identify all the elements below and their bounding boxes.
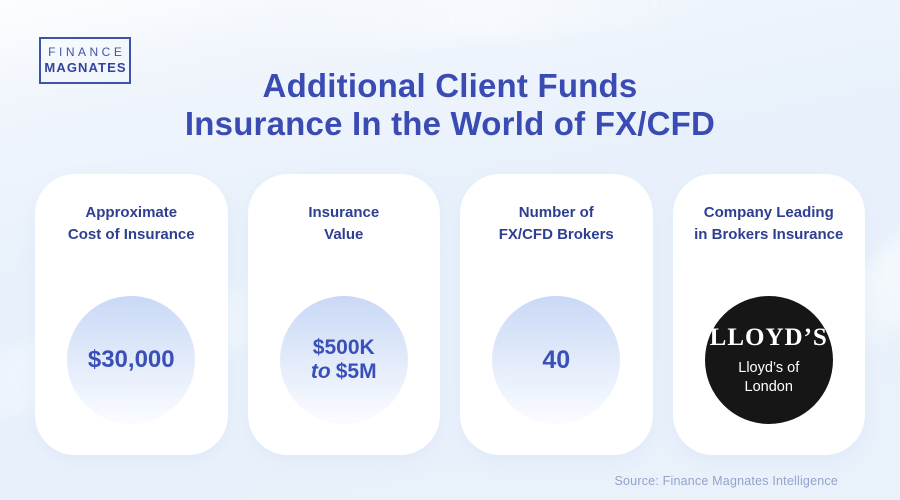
- card-label: Insurance Value: [248, 202, 441, 246]
- stat-value-insurance-range: $500K to $5M: [311, 336, 377, 384]
- logo-text-finance: FINANCE: [48, 45, 126, 59]
- card-cost-of-insurance: Approximate Cost of Insurance $30,000: [35, 174, 228, 455]
- stat-value-cost: $30,000: [87, 346, 175, 374]
- card-number-of-brokers: Number of FX/CFD Brokers 40: [460, 174, 653, 455]
- lloyds-subtitle-line-1: Lloyd’s of: [738, 360, 800, 377]
- source-attribution: Source: Finance Magnates Intelligence: [614, 474, 838, 488]
- stat-value-broker-count: 40: [542, 345, 571, 374]
- finance-magnates-logo: FINANCE MAGNATES: [39, 37, 131, 84]
- stat-circle: $30,000: [67, 296, 196, 424]
- card-label: Approximate Cost of Insurance: [35, 202, 228, 246]
- lloyds-subtitle: Lloyd’s of London: [738, 359, 799, 395]
- stat-value-line-1: $500K: [312, 335, 375, 359]
- card-label-line-2: FX/CFD Brokers: [498, 225, 614, 243]
- card-label-line-1: Insurance: [308, 204, 380, 221]
- card-leading-company: Company Leading in Brokers Insurance LLO…: [672, 174, 866, 455]
- stat-circle: $500K to $5M: [279, 296, 408, 424]
- title-line-1: Additional Client Funds: [262, 67, 638, 104]
- stat-circle: 40: [492, 296, 621, 424]
- card-label-line-1: Company Leading: [703, 204, 834, 221]
- title-line-2: Insurance In the World of FX/CFD: [184, 105, 716, 143]
- card-label-line-2: Value: [324, 225, 364, 243]
- logo-text-magnates: MAGNATES: [44, 60, 127, 75]
- page-title: Additional Client Funds Insurance In the…: [0, 67, 900, 144]
- lloyds-wordmark: LLOYD’S: [709, 324, 828, 352]
- stat-value-rest: $5M: [335, 360, 377, 383]
- lloyds-logo-circle: LLOYD’S Lloyd’s of London: [704, 296, 833, 424]
- card-label: Company Leading in Brokers Insurance: [673, 202, 866, 246]
- stat-value-line-2: to $5M: [311, 360, 377, 384]
- card-label-line-2: in Brokers Insurance: [694, 225, 844, 243]
- card-label: Number of FX/CFD Brokers: [460, 202, 653, 246]
- card-label-line-1: Number of: [518, 204, 594, 221]
- card-label-line-1: Approximate: [85, 204, 178, 221]
- card-label-line-2: Cost of Insurance: [67, 225, 195, 243]
- lloyds-subtitle-line-2: London: [744, 378, 793, 395]
- stat-cards-row: Approximate Cost of Insurance $30,000 In…: [35, 174, 865, 455]
- background-streak: [238, 0, 742, 58]
- card-insurance-value: Insurance Value $500K to $5M: [247, 174, 441, 455]
- stat-value-italic-to: to: [310, 360, 331, 383]
